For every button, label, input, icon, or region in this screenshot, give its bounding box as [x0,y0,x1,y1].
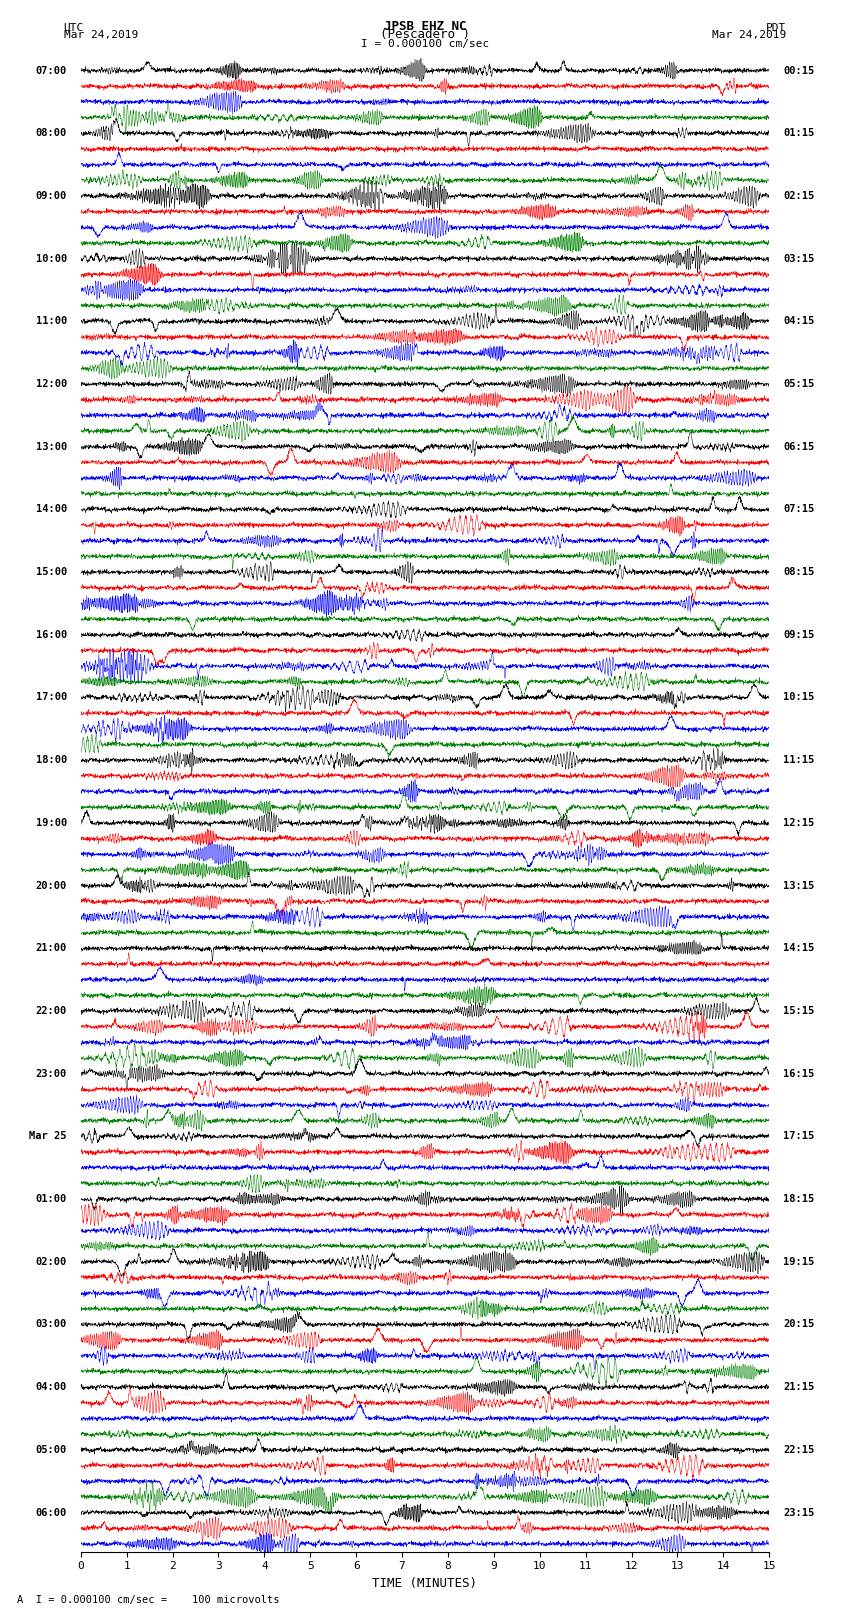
Text: 05:15: 05:15 [783,379,814,389]
Text: 14:15: 14:15 [783,944,814,953]
Text: 03:00: 03:00 [36,1319,67,1329]
Text: 11:15: 11:15 [783,755,814,765]
Text: 07:15: 07:15 [783,505,814,515]
Text: 18:15: 18:15 [783,1194,814,1203]
Text: 19:00: 19:00 [36,818,67,827]
Text: 06:15: 06:15 [783,442,814,452]
Text: 08:15: 08:15 [783,568,814,577]
Text: 06:00: 06:00 [36,1508,67,1518]
Text: 01:00: 01:00 [36,1194,67,1203]
Text: 09:00: 09:00 [36,190,67,202]
Text: 17:15: 17:15 [783,1131,814,1142]
Text: 07:00: 07:00 [36,66,67,76]
Text: 12:15: 12:15 [783,818,814,827]
Text: 08:00: 08:00 [36,127,67,139]
Text: 22:00: 22:00 [36,1007,67,1016]
Text: 09:15: 09:15 [783,629,814,640]
Text: 15:00: 15:00 [36,568,67,577]
Text: PDT: PDT [766,23,786,32]
Text: 18:00: 18:00 [36,755,67,765]
Text: 15:15: 15:15 [783,1007,814,1016]
Text: 20:00: 20:00 [36,881,67,890]
Text: 21:15: 21:15 [783,1382,814,1392]
Text: 11:00: 11:00 [36,316,67,326]
Text: 04:00: 04:00 [36,1382,67,1392]
Text: Mar 25: Mar 25 [30,1131,67,1142]
Text: 01:15: 01:15 [783,127,814,139]
Text: 13:15: 13:15 [783,881,814,890]
Text: 16:15: 16:15 [783,1069,814,1079]
Text: 10:00: 10:00 [36,253,67,263]
Text: I = 0.000100 cm/sec: I = 0.000100 cm/sec [361,39,489,50]
Text: JPSB EHZ NC: JPSB EHZ NC [383,19,467,32]
Text: 23:00: 23:00 [36,1069,67,1079]
Text: 20:15: 20:15 [783,1319,814,1329]
Text: 10:15: 10:15 [783,692,814,703]
Text: 02:15: 02:15 [783,190,814,202]
Text: 17:00: 17:00 [36,692,67,703]
Text: 22:15: 22:15 [783,1445,814,1455]
Text: A  I = 0.000100 cm/sec =    100 microvolts: A I = 0.000100 cm/sec = 100 microvolts [17,1595,280,1605]
Text: 12:00: 12:00 [36,379,67,389]
X-axis label: TIME (MINUTES): TIME (MINUTES) [372,1578,478,1590]
Text: 14:00: 14:00 [36,505,67,515]
Text: 16:00: 16:00 [36,629,67,640]
Text: 19:15: 19:15 [783,1257,814,1266]
Text: 00:15: 00:15 [783,66,814,76]
Text: UTC: UTC [64,23,84,32]
Text: (Pescadero ): (Pescadero ) [380,27,470,40]
Text: 05:00: 05:00 [36,1445,67,1455]
Text: 21:00: 21:00 [36,944,67,953]
Text: Mar 24,2019: Mar 24,2019 [64,29,138,39]
Text: 03:15: 03:15 [783,253,814,263]
Text: 13:00: 13:00 [36,442,67,452]
Text: Mar 24,2019: Mar 24,2019 [712,29,786,39]
Text: 02:00: 02:00 [36,1257,67,1266]
Text: 23:15: 23:15 [783,1508,814,1518]
Text: 04:15: 04:15 [783,316,814,326]
